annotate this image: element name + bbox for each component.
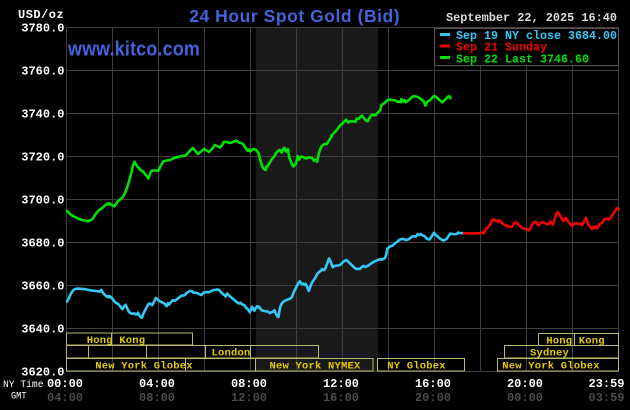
svg-text:3760.0: 3760.0 bbox=[21, 65, 64, 79]
svg-text:08:00: 08:00 bbox=[139, 391, 175, 405]
svg-text:12:00: 12:00 bbox=[231, 391, 267, 405]
svg-text:September 22, 2025 16:40: September 22, 2025 16:40 bbox=[446, 11, 617, 25]
svg-text:03:59: 03:59 bbox=[588, 391, 624, 405]
svg-text:Sydney: Sydney bbox=[530, 348, 570, 360]
svg-text:16:00: 16:00 bbox=[323, 391, 359, 405]
svg-text:00:00: 00:00 bbox=[47, 377, 83, 391]
svg-text:Sep 22 Last 3746.60: Sep 22 Last 3746.60 bbox=[456, 52, 589, 66]
svg-text:www.kitco.com: www.kitco.com bbox=[67, 39, 200, 61]
svg-text:23:59: 23:59 bbox=[588, 377, 624, 391]
svg-text:New York Globex: New York Globex bbox=[502, 361, 600, 373]
svg-text:GMT: GMT bbox=[11, 392, 27, 403]
svg-text:Hong Kong: Hong Kong bbox=[87, 335, 146, 347]
svg-text:3700.0: 3700.0 bbox=[21, 194, 64, 208]
svg-text:New York Globex: New York Globex bbox=[95, 361, 193, 373]
svg-text:16:00: 16:00 bbox=[415, 377, 451, 391]
svg-text:00:00: 00:00 bbox=[507, 391, 543, 405]
svg-text:20:00: 20:00 bbox=[415, 391, 451, 405]
svg-text:3720.0: 3720.0 bbox=[21, 151, 64, 165]
svg-text:04:00: 04:00 bbox=[139, 377, 175, 391]
svg-text:USD/oz: USD/oz bbox=[18, 8, 64, 22]
svg-text:08:00: 08:00 bbox=[231, 377, 267, 391]
svg-text:Hong Kong: Hong Kong bbox=[546, 336, 605, 348]
svg-text:3740.0: 3740.0 bbox=[21, 108, 64, 122]
svg-text:3780.0: 3780.0 bbox=[21, 22, 64, 36]
svg-text:04:00: 04:00 bbox=[47, 391, 83, 405]
svg-text:NY Globex: NY Globex bbox=[387, 361, 446, 373]
svg-text:New York NYMEX: New York NYMEX bbox=[269, 361, 361, 373]
svg-text:3620.0: 3620.0 bbox=[21, 366, 64, 380]
svg-text:24 Hour Spot Gold (Bid): 24 Hour Spot Gold (Bid) bbox=[189, 6, 400, 26]
svg-text:NY Time: NY Time bbox=[3, 379, 44, 391]
svg-text:Sep 21 Sunday: Sep 21 Sunday bbox=[456, 40, 547, 54]
svg-text:London: London bbox=[211, 348, 250, 360]
svg-text:3660.0: 3660.0 bbox=[21, 280, 64, 294]
svg-text:3640.0: 3640.0 bbox=[21, 323, 64, 337]
svg-text:12:00: 12:00 bbox=[323, 377, 359, 391]
svg-text:20:00: 20:00 bbox=[507, 377, 543, 391]
svg-text:3680.0: 3680.0 bbox=[21, 237, 64, 251]
svg-text:Sep 19 NY close 3684.00: Sep 19 NY close 3684.00 bbox=[456, 29, 617, 43]
